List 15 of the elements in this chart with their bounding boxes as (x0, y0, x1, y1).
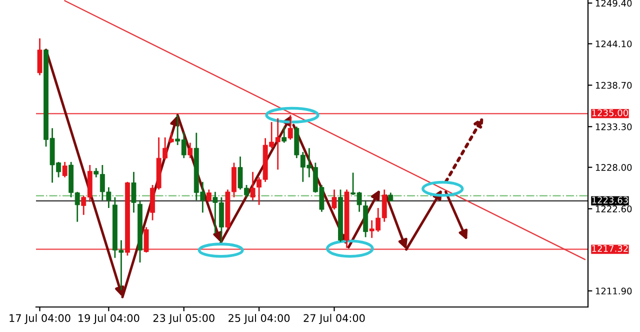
x-tick-label: 17 Jul 04:00 (10, 314, 70, 324)
y-tick-label: 1228.00 (596, 164, 632, 171)
ref-line-label: 1235.00 (592, 109, 628, 116)
y-tick-label: 1249.40 (596, 0, 632, 7)
x-tick-label: 27 Jul 04:00 (304, 314, 365, 324)
y-tick-label: 1244.10 (596, 40, 632, 48)
y-tick-label: 1222.60 (596, 205, 632, 212)
y-tick-label: 1238.70 (596, 82, 632, 89)
y-tick-label: 1211.90 (596, 288, 632, 294)
ref-line-label: 1223.63 (592, 196, 628, 204)
x-tick-label: 19 Jul 04:00 (78, 314, 140, 324)
ref-line-label: 1217.32 (592, 245, 628, 252)
y-tick-label: 1233.30 (596, 123, 632, 130)
x-tick-label: 25 Jul 04:00 (228, 314, 290, 324)
x-tick-label: 23 Jul 05:00 (153, 314, 214, 324)
